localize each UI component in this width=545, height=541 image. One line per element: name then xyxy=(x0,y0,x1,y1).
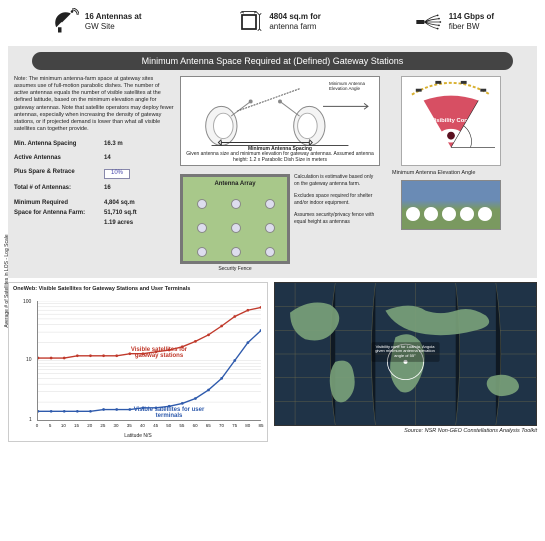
calc-note-3: Assumes security/privacy fence with equa… xyxy=(294,212,380,225)
spacing-val: 16.3 m xyxy=(104,141,123,149)
req-label1: Minimum Required xyxy=(14,200,104,208)
chart-title: OneWeb: Visible Satellites for Gateway S… xyxy=(9,283,267,295)
stats-block: Min. Antenna Spacing16.3 m Active Antenn… xyxy=(14,141,174,228)
note-text: Note: The minimum antenna-farm space at … xyxy=(14,76,174,133)
req-val3: 1.19 acres xyxy=(104,220,133,228)
mid-column: Minimum Antenna Elevation Angle Minimum … xyxy=(180,76,380,272)
annot-gateway: Visible satellites for gateway stations xyxy=(119,347,199,359)
left-column: Note: The minimum antenna-farm space at … xyxy=(14,76,174,272)
active-val: 14 xyxy=(104,155,111,163)
ytick-10: 10 xyxy=(26,357,32,363)
main-panel: Minimum Antenna Space Required at (Defin… xyxy=(8,46,537,278)
world-map: Visibility cone for Luanda, Angola given… xyxy=(274,282,537,426)
chart-ylabel: Average # of Satellites in LOS - Log Sca… xyxy=(4,234,10,327)
stat-antennas: 16 Antennas atGW Site xyxy=(51,8,142,36)
ytick-1: 1 xyxy=(29,417,32,423)
right-column: Visibility Cone Minimum Antenna Elevatio… xyxy=(386,76,516,272)
req-label2: Space for Antenna Farm: xyxy=(14,210,104,218)
stat-antennas-line2: GW Site xyxy=(85,22,142,32)
total-label: Total # of Antennas: xyxy=(14,185,104,193)
panel-title: Minimum Antenna Space Required at (Defin… xyxy=(32,52,513,70)
bottom-row: OneWeb: Visible Satellites for Gateway S… xyxy=(8,282,537,442)
req-val2: 51,710 sq.ft xyxy=(104,210,137,218)
spare-label: Plus Spare & Retrace xyxy=(14,169,104,179)
svg-text:Visibility Cone: Visibility Cone xyxy=(431,118,472,124)
stat-area-line1: 4804 sq.m for xyxy=(269,12,321,22)
top-stats-bar: 16 Antennas atGW Site 4804 sq.m foranten… xyxy=(0,0,545,44)
chart-plot xyxy=(37,301,261,421)
spacing-label: Min. Antenna Spacing xyxy=(14,141,104,149)
map-credit: Source: NSR Non-GEO Constellations Analy… xyxy=(274,428,537,434)
antenna-array-diagram: Antenna Array xyxy=(180,174,290,264)
stat-area: 4804 sq.m forantenna farm xyxy=(235,8,321,36)
fiber-icon xyxy=(415,8,443,36)
array-label: Antenna Array xyxy=(183,181,287,187)
visibility-chart: OneWeb: Visible Satellites for Gateway S… xyxy=(8,282,268,442)
map-overlay-text: Visibility cone for Luanda, Angola given… xyxy=(373,345,437,358)
visibility-cone-diagram: Visibility Cone xyxy=(401,76,501,166)
annot-user: Visible satellites for user terminals xyxy=(129,407,209,419)
chart-xlabel: Latitude N/S xyxy=(124,433,152,439)
area-icon xyxy=(235,8,263,36)
spare-val[interactable]: 10% xyxy=(104,169,130,179)
cone-sub: Minimum Antenna Elevation Angle xyxy=(386,170,516,176)
spacing-sub: Given antenna size and minimum elevation… xyxy=(186,151,374,163)
total-val: 16 xyxy=(104,185,111,193)
stat-antennas-line1: 16 Antennas at xyxy=(85,12,142,22)
fence-label: Security Fence xyxy=(180,266,290,272)
spacing-diagram: Minimum Antenna Elevation Angle Minimum … xyxy=(180,76,380,166)
stat-fiber-line1: 114 Gbps of xyxy=(449,12,494,22)
calc-notes: Calculation is estimative based only on … xyxy=(294,170,380,272)
stat-fiber: 114 Gbps offiber BW xyxy=(415,8,494,36)
stat-fiber-line2: fiber BW xyxy=(449,22,494,32)
calc-note-1: Calculation is estimative based only on … xyxy=(294,174,380,187)
stat-area-line2: antenna farm xyxy=(269,22,321,32)
req-val1: 4,804 sq.m xyxy=(104,200,135,208)
map-container: Visibility cone for Luanda, Angola given… xyxy=(274,282,537,442)
calc-note-2: Excludes space required for shelter and/… xyxy=(294,193,380,206)
elev-label: Minimum Antenna Elevation Angle xyxy=(329,81,377,91)
ytick-100: 100 xyxy=(23,299,31,305)
dish-icon xyxy=(51,8,79,36)
dish-photo xyxy=(401,180,501,230)
active-label: Active Antennas xyxy=(14,155,104,163)
